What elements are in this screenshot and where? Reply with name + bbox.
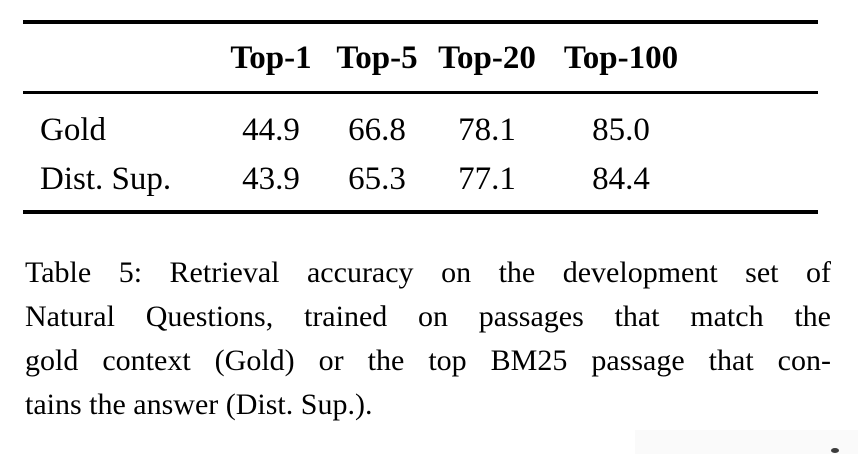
ink-speck bbox=[831, 448, 839, 453]
table-row-dist-sup: Dist. Sup. 43.9 65.3 77.1 84.4 bbox=[0, 159, 858, 199]
header-cell-top1: Top-1 bbox=[230, 40, 312, 76]
header-cell-empty bbox=[40, 38, 220, 78]
header-cell-top100: Top-100 bbox=[563, 40, 679, 76]
table-bottom-rule bbox=[23, 210, 818, 214]
value-cell: 77.1 bbox=[458, 161, 516, 197]
value-cell: 85.0 bbox=[592, 112, 650, 148]
row-label: Gold bbox=[40, 112, 106, 148]
table-top-rule bbox=[23, 20, 818, 24]
header-cell-top20: Top-20 bbox=[438, 40, 536, 76]
value-cell: 84.4 bbox=[592, 161, 650, 197]
caption-line: tains the answer (Dist. Sup.). bbox=[25, 388, 373, 421]
table-row-gold: Gold 44.9 66.8 78.1 85.0 bbox=[0, 110, 858, 150]
header-cell-top5: Top-5 bbox=[336, 40, 418, 76]
value-cell: 43.9 bbox=[242, 161, 300, 197]
caption-line: Natural Questions, trained on passages t… bbox=[25, 300, 831, 333]
scan-highlight-box bbox=[635, 430, 858, 454]
table-caption: Table 5: Retrieval accuracy on the devel… bbox=[25, 251, 831, 427]
table-header-row: Top-1 Top-5 Top-20 Top-100 bbox=[0, 38, 858, 78]
value-cell: 44.9 bbox=[242, 112, 300, 148]
value-cell: 66.8 bbox=[348, 112, 406, 148]
table-header-rule bbox=[23, 91, 818, 94]
value-cell: 65.3 bbox=[348, 161, 406, 197]
caption-line: Table 5: Retrieval accuracy on the devel… bbox=[25, 256, 831, 289]
value-cell: 78.1 bbox=[458, 112, 516, 148]
caption-line: gold context (Gold) or the top BM25 pass… bbox=[25, 344, 831, 377]
row-label: Dist. Sup. bbox=[40, 161, 172, 197]
